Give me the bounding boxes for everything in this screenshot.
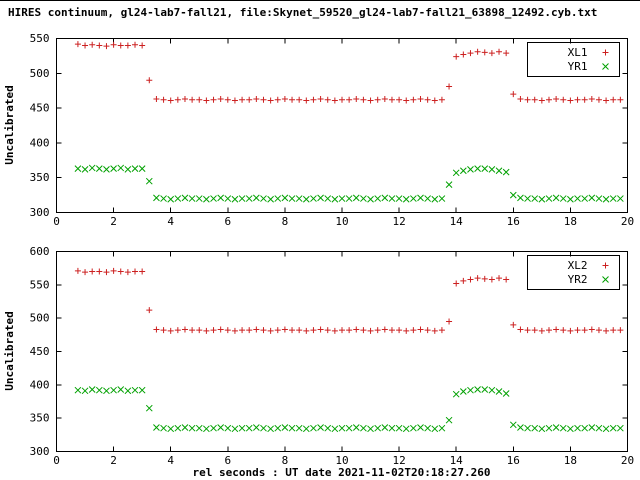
svg-text:350: 350 <box>30 412 50 425</box>
svg-text:18: 18 <box>564 454 577 467</box>
svg-text:XL2: XL2 <box>568 259 588 272</box>
svg-text:8: 8 <box>282 454 289 467</box>
svg-text:300: 300 <box>30 445 50 458</box>
svg-text:2: 2 <box>110 454 117 467</box>
svg-text:12: 12 <box>392 454 405 467</box>
svg-text:400: 400 <box>30 136 50 149</box>
svg-text:0: 0 <box>53 215 60 228</box>
svg-text:14: 14 <box>450 215 464 228</box>
svg-text:600: 600 <box>30 245 50 258</box>
svg-text:14: 14 <box>450 454 464 467</box>
x-axis-label: rel seconds : UT date 2021-11-02T20:18:2… <box>192 466 491 479</box>
svg-text:4: 4 <box>167 215 174 228</box>
svg-text:16: 16 <box>507 454 520 467</box>
plot-top-canvas: 0 2 4 6 8 10 12 14 16 18 20 300 350 400 450 500 550 XL1YR… <box>30 32 635 228</box>
svg-text:450: 450 <box>30 102 50 115</box>
svg-text:YR1: YR1 <box>568 60 588 73</box>
svg-text:YR2: YR2 <box>568 273 588 286</box>
svg-text:16: 16 <box>507 215 520 228</box>
svg-text:12: 12 <box>392 215 405 228</box>
svg-text:300: 300 <box>30 206 50 219</box>
svg-text:18: 18 <box>564 215 577 228</box>
svg-text:500: 500 <box>30 67 50 80</box>
svg-text:450: 450 <box>30 345 50 358</box>
svg-text:10: 10 <box>335 454 348 467</box>
svg-text:2: 2 <box>110 215 117 228</box>
svg-text:4: 4 <box>167 454 174 467</box>
svg-text:XL1: XL1 <box>568 46 588 59</box>
svg-text:400: 400 <box>30 378 50 391</box>
svg-text:550: 550 <box>30 32 50 45</box>
svg-text:10: 10 <box>335 215 348 228</box>
svg-text:8: 8 <box>282 215 289 228</box>
chart-title: HIRES continuum, gl24-lab7-fall21, file:… <box>8 6 598 19</box>
plot-bottom-canvas: 0 2 4 6 8 10 12 14 16 18 20 300 350 400 450 500 550 600 XL… <box>30 245 635 467</box>
svg-text:550: 550 <box>30 278 50 291</box>
svg-text:6: 6 <box>224 454 231 467</box>
svg-text:0: 0 <box>53 454 60 467</box>
svg-text:6: 6 <box>224 215 231 228</box>
svg-text:350: 350 <box>30 171 50 184</box>
svg-text:500: 500 <box>30 312 50 325</box>
svg-text:20: 20 <box>621 454 634 467</box>
svg-text:20: 20 <box>621 215 634 228</box>
